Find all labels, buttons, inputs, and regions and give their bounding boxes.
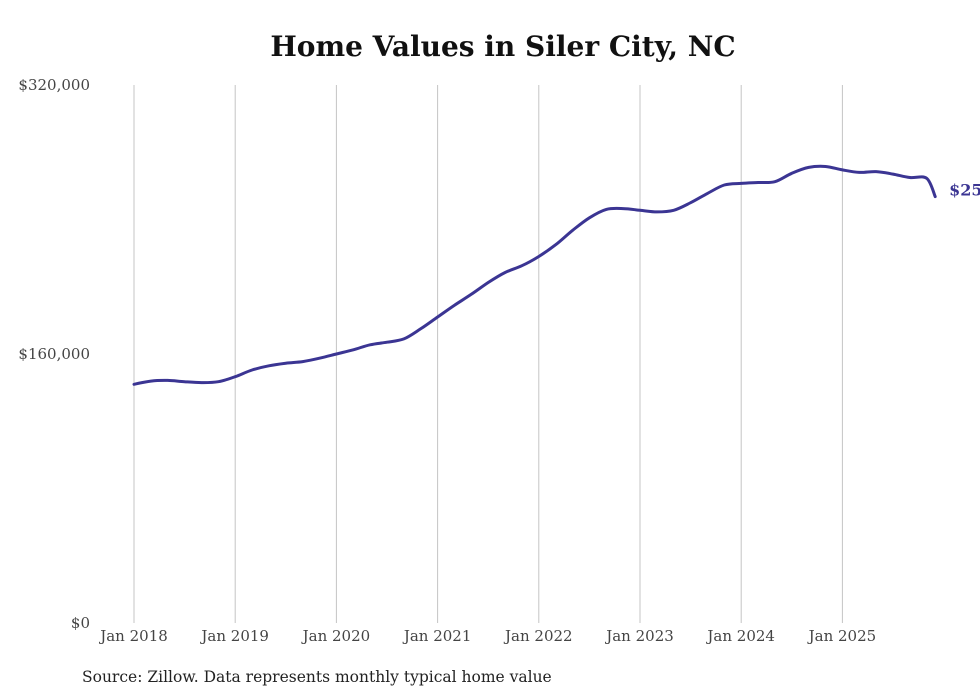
x-tick-label: Jan 2022 <box>503 627 573 645</box>
series-line-0 <box>132 164 937 386</box>
x-tick-label: Jan 2020 <box>301 627 371 645</box>
y-tick-label: $320,000 <box>18 76 90 94</box>
x-tick-label: Jan 2021 <box>402 627 472 645</box>
y-tick-label: $160,000 <box>18 345 90 363</box>
end-value-label: $253,627 <box>949 181 980 200</box>
series-layer: $253,627 <box>132 164 980 386</box>
y-axis-ticks: $0 $160,000 $320,000 <box>18 76 90 632</box>
chart-title: Home Values in Siler City, NC <box>270 30 736 63</box>
x-tick-label: Jan 2023 <box>604 627 674 645</box>
x-axis-ticks: Jan 2018 Jan 2019 Jan 2020 Jan 2021 Jan 2022… <box>98 627 876 645</box>
x-tick-label: Jan 2018 <box>98 627 168 645</box>
x-tick-label: Jan 2019 <box>199 627 269 645</box>
y-tick-label: $0 <box>71 614 90 632</box>
grid-lines <box>133 85 843 623</box>
x-tick-label: Jan 2024 <box>705 627 775 645</box>
source-note: Source: Zillow. Data represents monthly … <box>82 668 552 686</box>
x-tick-label: Jan 2025 <box>807 627 877 645</box>
